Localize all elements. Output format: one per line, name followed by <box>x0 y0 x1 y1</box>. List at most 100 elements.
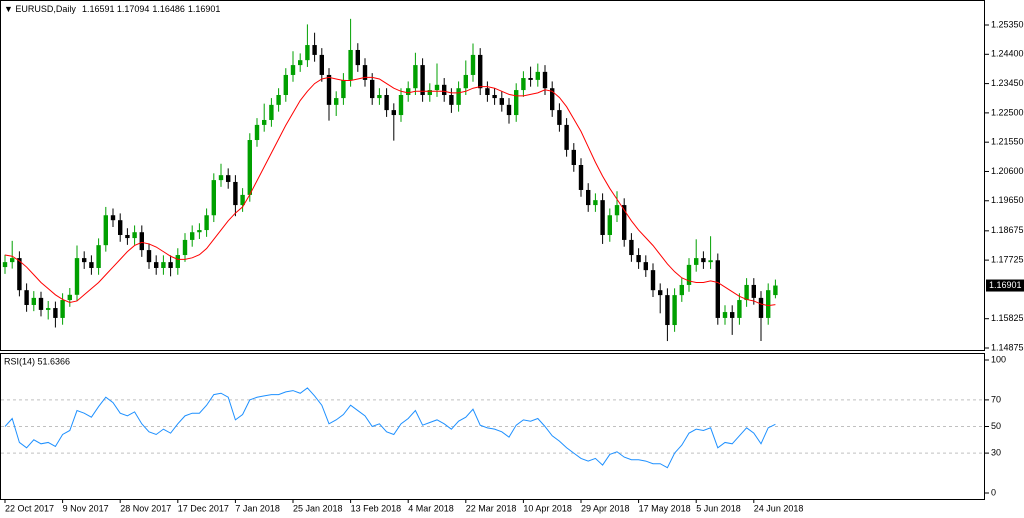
candle-body <box>211 180 216 216</box>
candle-body <box>204 215 209 231</box>
low-value: 1.16486 <box>152 4 185 14</box>
x-tick-label: 13 Feb 2018 <box>351 503 402 513</box>
current-price-label: 1.16901 <box>989 280 1022 290</box>
candle-body <box>578 164 584 190</box>
candle-body <box>89 262 94 268</box>
candle-body <box>442 84 447 96</box>
candle-body <box>298 60 303 66</box>
candle-body <box>766 290 771 318</box>
candle-body <box>240 194 245 206</box>
candle-body <box>74 258 80 295</box>
candle-body <box>751 284 756 298</box>
candle-body <box>154 262 159 268</box>
candle-body <box>247 140 252 195</box>
rsi-title: RSI(14) 51.6366 <box>4 356 70 366</box>
x-tick-label: 22 Oct 2017 <box>5 503 54 513</box>
candle-body <box>53 308 58 318</box>
candle-body <box>168 262 173 268</box>
y-tick-label: 0 <box>991 487 996 497</box>
y-tick-label: 1.25350 <box>991 19 1024 29</box>
candle-body <box>485 88 490 96</box>
candle-body <box>384 95 389 111</box>
candle-body <box>197 230 202 233</box>
candle-body <box>377 95 382 99</box>
candle-body <box>96 245 101 268</box>
candle-body <box>535 71 540 80</box>
candle-body <box>17 258 22 291</box>
candle-body <box>46 308 51 310</box>
current-price-box <box>986 279 1024 292</box>
candle-body <box>658 290 663 296</box>
candle-body <box>773 285 778 296</box>
y-tick-label: 50 <box>991 421 1001 431</box>
candle-body <box>110 215 116 221</box>
candle-body <box>67 294 72 301</box>
candle-body <box>132 232 137 239</box>
candle-body <box>629 239 634 256</box>
candle-body <box>499 98 504 105</box>
candle-body <box>686 264 692 285</box>
candle-body <box>614 205 620 216</box>
y-tick-label: 1.21550 <box>991 137 1024 147</box>
symbol-title: EURUSD,Daily <box>15 4 76 14</box>
candle-body <box>506 104 512 116</box>
candle-body <box>650 270 656 291</box>
candle-body <box>334 98 339 105</box>
candle-body <box>514 90 519 116</box>
candle-body <box>449 95 454 105</box>
price-panel-frame <box>0 0 985 351</box>
candle-body <box>276 95 281 105</box>
candle-body <box>31 297 36 305</box>
candle-body <box>722 312 728 318</box>
candle-body <box>730 312 735 318</box>
candle-body <box>341 79 346 99</box>
candle-body <box>218 175 224 181</box>
candle-body <box>38 297 44 310</box>
candle-body <box>521 78 526 91</box>
candle-body <box>161 262 166 268</box>
candle-body <box>190 232 195 240</box>
candle-body <box>2 262 8 268</box>
candle-body <box>427 90 432 96</box>
candle-body <box>125 234 130 239</box>
candle-body <box>593 200 598 206</box>
candle-body <box>607 215 612 235</box>
candle-body <box>348 49 353 80</box>
candle-body <box>672 295 677 326</box>
candle-body <box>175 255 180 268</box>
candle-body <box>269 104 274 120</box>
rsi-line <box>4 387 776 469</box>
rsi-panel-frame <box>0 353 985 500</box>
x-tick-label: 24 Jun 2018 <box>754 503 804 513</box>
x-tick-label: 7 Jan 2018 <box>235 503 280 513</box>
y-tick-label: 1.24400 <box>991 49 1024 59</box>
candle-body <box>715 260 720 318</box>
candle-body <box>182 239 188 256</box>
candle-body <box>557 110 562 125</box>
candle-body <box>262 119 267 125</box>
candle-body <box>622 205 627 240</box>
y-tick-label: 1.23450 <box>991 78 1024 88</box>
candle-body <box>701 258 706 263</box>
high-value: 1.17094 <box>117 4 150 14</box>
candle-body <box>146 250 152 263</box>
candle-body <box>10 258 15 263</box>
candle-body <box>478 54 483 89</box>
candle-body <box>434 84 440 91</box>
x-tick-label: 25 Jan 2018 <box>293 503 343 513</box>
candle-body <box>737 300 742 318</box>
x-tick-label: 17 May 2018 <box>639 503 691 513</box>
dropdown-icon: ▼ <box>4 4 15 14</box>
candle-body <box>456 88 461 105</box>
candle-body <box>139 232 144 251</box>
candle-body <box>398 95 404 116</box>
y-tick-label: 1.22500 <box>991 107 1024 117</box>
candle-body <box>283 74 288 96</box>
candle-body <box>24 290 29 305</box>
y-tick-label: 1.20600 <box>991 166 1024 176</box>
candle-body <box>319 54 324 75</box>
candle-body <box>571 149 576 165</box>
x-tick-label: 17 Dec 2017 <box>178 503 229 513</box>
candle-body <box>564 124 569 150</box>
